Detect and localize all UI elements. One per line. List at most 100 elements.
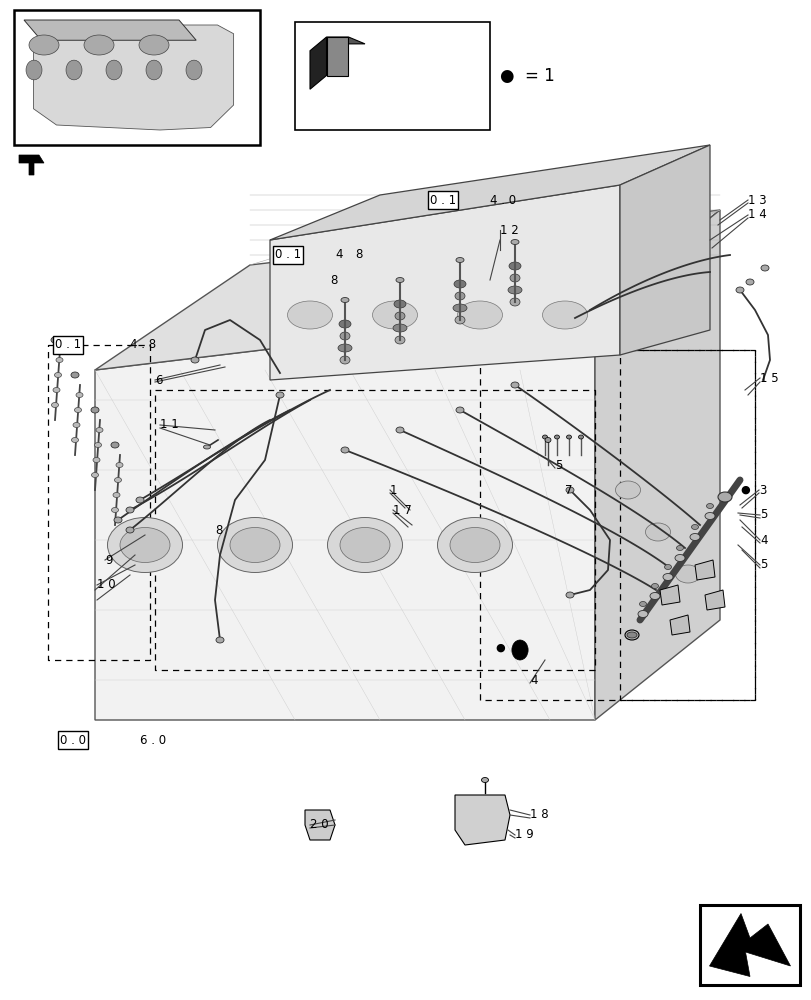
Ellipse shape	[456, 257, 463, 262]
Ellipse shape	[56, 358, 63, 362]
Ellipse shape	[577, 435, 583, 439]
Polygon shape	[694, 560, 714, 580]
Circle shape	[106, 60, 122, 80]
Ellipse shape	[53, 387, 60, 392]
Ellipse shape	[116, 463, 122, 468]
Polygon shape	[95, 310, 594, 720]
Ellipse shape	[126, 507, 134, 513]
Ellipse shape	[396, 427, 404, 433]
Text: 0 . 0: 0 . 0	[60, 734, 86, 746]
Ellipse shape	[639, 601, 646, 606]
Text: 5: 5	[554, 459, 562, 472]
Polygon shape	[305, 810, 335, 840]
Polygon shape	[659, 585, 679, 605]
Ellipse shape	[71, 372, 79, 378]
Ellipse shape	[393, 324, 406, 332]
Ellipse shape	[216, 637, 224, 643]
Ellipse shape	[51, 337, 59, 343]
Ellipse shape	[637, 610, 647, 617]
Ellipse shape	[674, 555, 684, 562]
Ellipse shape	[94, 443, 101, 448]
Ellipse shape	[230, 528, 280, 562]
Text: 8: 8	[354, 248, 362, 261]
Text: ●: ●	[739, 485, 749, 495]
Text: 1 0: 1 0	[97, 578, 115, 591]
Ellipse shape	[509, 298, 519, 306]
Ellipse shape	[393, 300, 406, 308]
Circle shape	[146, 60, 162, 80]
Ellipse shape	[135, 497, 144, 503]
Ellipse shape	[341, 298, 349, 302]
Text: 1: 1	[389, 484, 397, 496]
Ellipse shape	[337, 344, 351, 352]
Ellipse shape	[394, 312, 405, 320]
Ellipse shape	[650, 583, 658, 588]
Polygon shape	[709, 914, 790, 976]
Text: 6 . 0: 6 . 0	[139, 734, 166, 746]
Text: 4: 4	[530, 674, 537, 687]
Ellipse shape	[437, 518, 512, 572]
Ellipse shape	[126, 527, 134, 533]
Text: 0 . 1: 0 . 1	[55, 338, 81, 352]
Ellipse shape	[54, 372, 62, 377]
Text: 1 2: 1 2	[500, 224, 518, 236]
Ellipse shape	[508, 262, 521, 270]
Ellipse shape	[372, 301, 417, 329]
Ellipse shape	[663, 573, 672, 580]
Ellipse shape	[676, 546, 683, 550]
Ellipse shape	[453, 280, 466, 288]
Ellipse shape	[745, 279, 753, 285]
Ellipse shape	[191, 357, 199, 363]
Ellipse shape	[340, 528, 389, 562]
Polygon shape	[310, 37, 326, 89]
Ellipse shape	[120, 528, 169, 562]
Ellipse shape	[565, 487, 573, 493]
Ellipse shape	[276, 392, 284, 398]
Ellipse shape	[113, 492, 120, 497]
Ellipse shape	[29, 35, 59, 55]
Text: 4: 4	[335, 248, 342, 261]
Ellipse shape	[73, 422, 80, 428]
Text: 8: 8	[215, 524, 222, 536]
Text: 8: 8	[329, 273, 337, 286]
Ellipse shape	[626, 632, 636, 638]
Ellipse shape	[338, 320, 350, 328]
Ellipse shape	[554, 435, 559, 439]
Text: 1 7: 1 7	[393, 504, 411, 516]
Ellipse shape	[75, 407, 81, 412]
Ellipse shape	[340, 356, 350, 364]
Text: 7: 7	[564, 484, 572, 496]
Ellipse shape	[457, 301, 502, 329]
Ellipse shape	[449, 528, 500, 562]
Ellipse shape	[566, 435, 571, 439]
Ellipse shape	[341, 447, 349, 453]
Ellipse shape	[706, 504, 713, 508]
Polygon shape	[326, 37, 348, 76]
Polygon shape	[19, 155, 44, 175]
Ellipse shape	[691, 524, 697, 530]
Polygon shape	[270, 185, 620, 380]
Ellipse shape	[51, 402, 58, 408]
Polygon shape	[669, 615, 689, 635]
Bar	[699, 905, 799, 985]
Polygon shape	[95, 210, 719, 370]
Polygon shape	[326, 37, 365, 44]
Ellipse shape	[645, 523, 670, 541]
Ellipse shape	[84, 35, 114, 55]
Ellipse shape	[71, 437, 79, 443]
Ellipse shape	[510, 382, 518, 388]
Text: 9: 9	[105, 554, 113, 566]
Ellipse shape	[76, 392, 83, 397]
Ellipse shape	[615, 481, 640, 499]
Ellipse shape	[92, 473, 98, 478]
Ellipse shape	[217, 518, 292, 572]
Polygon shape	[620, 145, 709, 355]
Polygon shape	[24, 20, 196, 40]
Ellipse shape	[544, 438, 551, 442]
Ellipse shape	[396, 277, 404, 282]
Text: 4 . 0: 4 . 0	[489, 194, 516, 207]
Circle shape	[511, 640, 527, 660]
Text: 1 3: 1 3	[747, 194, 766, 207]
Ellipse shape	[481, 778, 488, 782]
Bar	[14, 10, 260, 145]
